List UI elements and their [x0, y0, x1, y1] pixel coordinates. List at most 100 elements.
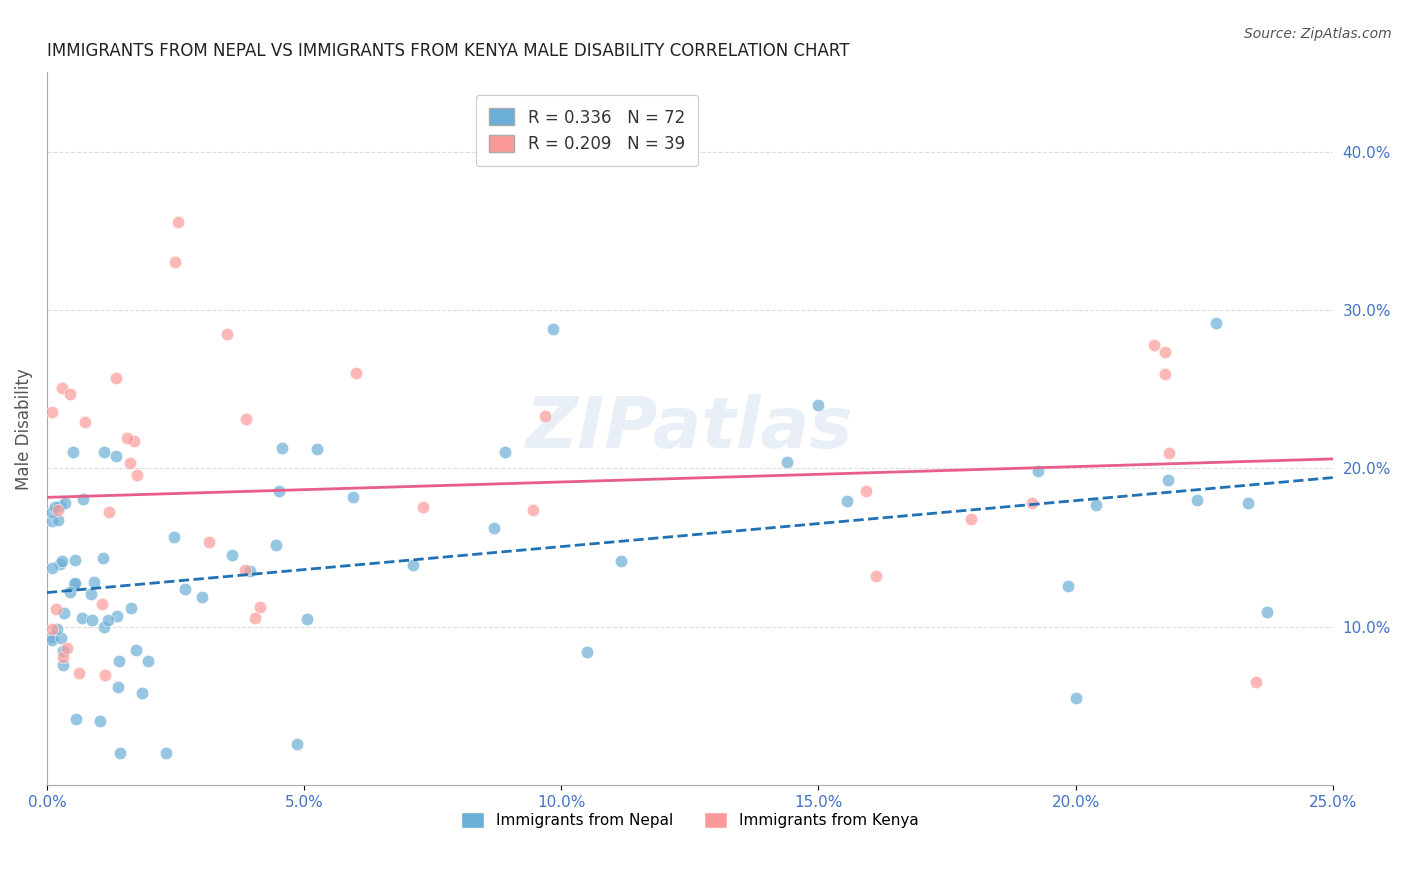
Point [91, 597, 114, 611]
Point [1085, 498, 1108, 512]
Point [270, 442, 292, 456]
Point [1064, 690, 1087, 705]
Point [97, 613, 120, 627]
Point [73, 415, 96, 429]
Point [83, 575, 105, 590]
Point [165, 255, 187, 269]
Point [62, 445, 84, 459]
Text: Source: ZipAtlas.com: Source: ZipAtlas.com [1244, 27, 1392, 41]
Point [215, 326, 238, 341]
Point [541, 322, 564, 336]
Point [67, 665, 90, 680]
Point [960, 512, 983, 526]
Point [41, 623, 63, 637]
Point [484, 521, 506, 535]
Point [1185, 492, 1208, 507]
Point [59, 386, 82, 401]
Point [402, 558, 425, 572]
Point [285, 737, 308, 751]
Point [865, 569, 887, 583]
Point [41, 560, 63, 574]
Point [89, 714, 111, 728]
Point [307, 442, 329, 457]
Point [266, 538, 288, 552]
Point [835, 494, 858, 508]
Point [163, 530, 186, 544]
Point [125, 642, 148, 657]
Point [221, 548, 243, 562]
Point [127, 467, 149, 482]
Point [1237, 496, 1260, 510]
Point [235, 412, 257, 426]
Point [197, 535, 219, 549]
Point [41, 505, 63, 519]
Point [807, 398, 830, 412]
Point [59, 585, 82, 599]
Point [108, 654, 131, 668]
Point [131, 686, 153, 700]
Point [1205, 316, 1227, 330]
Text: ZIPatlas: ZIPatlas [526, 394, 853, 463]
Point [105, 449, 128, 463]
Point [98, 505, 121, 519]
Point [51, 631, 73, 645]
Point [138, 654, 160, 668]
Point [41, 633, 63, 648]
Point [41, 630, 63, 644]
Point [53, 496, 76, 510]
Point [855, 484, 877, 499]
Point [1157, 446, 1180, 460]
Point [155, 747, 177, 761]
Point [55, 640, 77, 655]
Point [46, 502, 69, 516]
Point [108, 747, 131, 761]
Point [1244, 675, 1267, 690]
Point [269, 483, 291, 498]
Point [249, 600, 271, 615]
Y-axis label: Male Disability: Male Disability [15, 368, 32, 490]
Point [1157, 473, 1180, 487]
Point [63, 553, 86, 567]
Point [72, 492, 94, 507]
Point [1154, 345, 1177, 359]
Point [534, 409, 557, 423]
Point [104, 371, 127, 385]
Point [776, 455, 799, 469]
Point [115, 431, 138, 445]
Point [191, 591, 214, 605]
Text: IMMIGRANTS FROM NEPAL VS IMMIGRANTS FROM KENYA MALE DISABILITY CORRELATION CHART: IMMIGRANTS FROM NEPAL VS IMMIGRANTS FROM… [46, 42, 849, 60]
Point [1028, 464, 1050, 478]
Point [45, 602, 67, 616]
Point [1056, 579, 1078, 593]
Point [94, 668, 117, 682]
Point [79, 587, 101, 601]
Point [51, 381, 73, 395]
Point [295, 612, 318, 626]
Point [41, 515, 63, 529]
Point [344, 367, 367, 381]
Point [52, 650, 75, 665]
Point [93, 620, 115, 634]
Point [243, 611, 266, 625]
Point [1142, 338, 1164, 352]
Point [167, 215, 190, 229]
Point [48, 513, 70, 527]
Point [239, 564, 262, 578]
Point [41, 405, 63, 419]
Point [51, 644, 73, 658]
Point [93, 445, 115, 459]
Legend: Immigrants from Nepal, Immigrants from Kenya: Immigrants from Nepal, Immigrants from K… [454, 806, 925, 835]
Point [44, 500, 66, 515]
Point [120, 456, 142, 470]
Point [107, 681, 129, 695]
Point [51, 554, 73, 568]
Point [52, 657, 75, 672]
Point [63, 576, 86, 591]
Point [610, 554, 633, 568]
Point [412, 500, 434, 514]
Point [1154, 367, 1177, 381]
Point [45, 622, 67, 636]
Point [80, 613, 103, 627]
Point [342, 490, 364, 504]
Point [70, 611, 93, 625]
